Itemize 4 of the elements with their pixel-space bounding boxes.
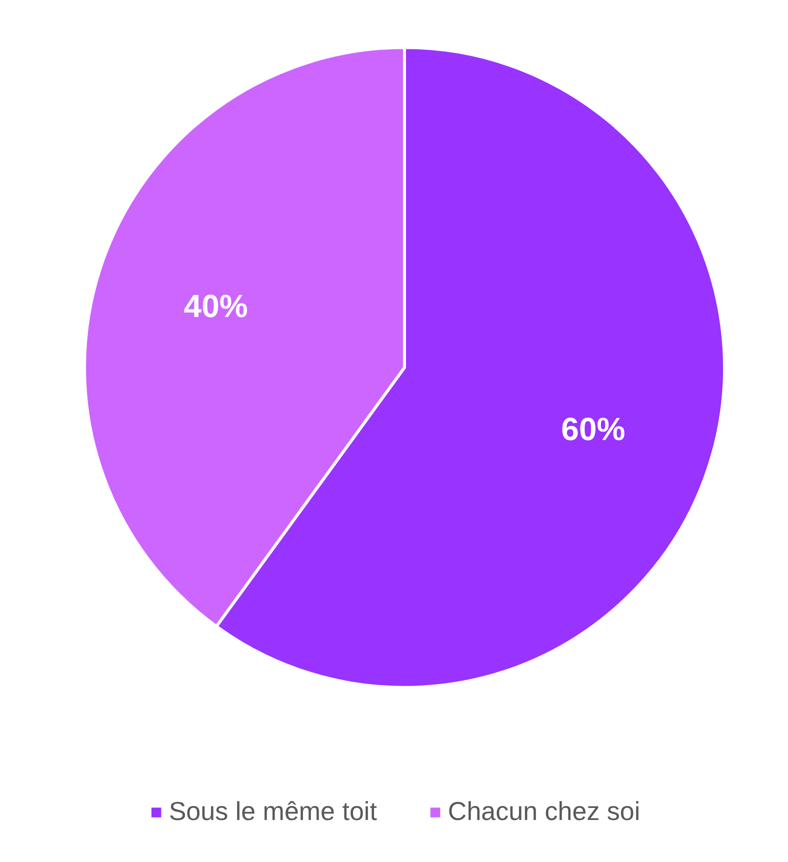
legend-label: Sous le même toit [168,796,377,827]
data-label: 40% [184,288,248,324]
data-label: 60% [561,410,626,447]
legend-label: Chacun chez soi [448,796,640,827]
